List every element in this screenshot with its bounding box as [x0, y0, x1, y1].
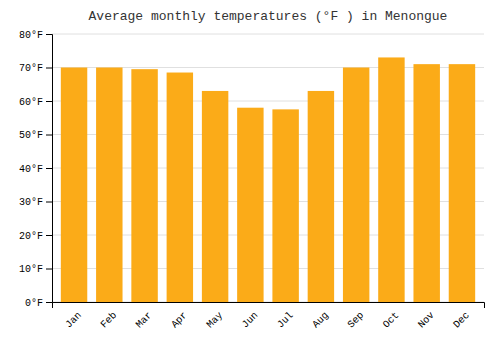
- bar: [131, 69, 157, 302]
- y-tick-label: 20°F: [19, 231, 43, 242]
- bar: [378, 57, 404, 302]
- y-tick-label: 30°F: [19, 197, 43, 208]
- x-tick-label: Nov: [416, 310, 437, 331]
- plot-area: 0°F 10°F 20°F 30°F 40°F 50°F 60°F 70°F 80°F Jan Fe…: [19, 30, 485, 331]
- x-tick: Nov: [416, 310, 437, 331]
- bar: [167, 73, 193, 302]
- grid-line: [52, 34, 484, 35]
- y-tick: 0°F: [25, 298, 52, 309]
- x-tick-label: Dec: [451, 310, 472, 331]
- x-tick: Jul: [275, 310, 296, 331]
- x-tick-label: Sep: [346, 310, 367, 331]
- x-tick: Oct: [381, 310, 402, 331]
- y-tick: 60°F: [19, 97, 52, 108]
- y-tick: 10°F: [19, 264, 52, 275]
- y-tick: 80°F: [19, 30, 52, 41]
- x-tick: Sep: [346, 310, 367, 331]
- y-tick-label: 60°F: [19, 97, 43, 108]
- chart-container: 0°F 10°F 20°F 30°F 40°F 50°F 60°F 70°F 80°F Jan Fe…: [0, 0, 500, 350]
- y-tick-mark: [46, 101, 52, 102]
- y-tick: 70°F: [19, 63, 52, 74]
- y-tick-mark: [46, 202, 52, 203]
- y-tick-mark: [46, 135, 52, 136]
- x-tick: Apr: [169, 310, 190, 331]
- x-tick-label: Apr: [169, 310, 190, 331]
- bars: [61, 57, 475, 302]
- y-tick: 50°F: [19, 130, 52, 141]
- chart-svg: 0°F 10°F 20°F 30°F 40°F 50°F 60°F 70°F 80°F Jan Fe…: [0, 0, 500, 350]
- y-tick: 30°F: [19, 197, 52, 208]
- x-tick: Jan: [63, 310, 84, 331]
- y-tick-label: 80°F: [19, 30, 43, 41]
- bar: [61, 68, 87, 303]
- chart-title: Average monthly temperatures (°F ) in Me…: [89, 9, 448, 24]
- x-tick: Feb: [99, 310, 120, 331]
- bar: [413, 64, 439, 302]
- bar: [202, 91, 228, 302]
- y-tick-label: 40°F: [19, 164, 43, 175]
- y-tick-label: 50°F: [19, 130, 43, 141]
- grid: [52, 34, 484, 302]
- x-tick-label: Mar: [134, 310, 155, 331]
- y-tick-mark: [46, 168, 52, 169]
- x-tick-label: Oct: [381, 310, 402, 331]
- y-tick-label: 70°F: [19, 63, 43, 74]
- x-tick: Mar: [134, 310, 155, 331]
- bar: [237, 108, 263, 302]
- x-tick: Jun: [240, 310, 261, 331]
- x-tick-label: Jan: [63, 310, 84, 331]
- x-tick-label: May: [204, 310, 225, 331]
- y-tick-mark: [46, 302, 52, 303]
- x-axis-line: [53, 303, 485, 309]
- x-tick-label: Aug: [310, 310, 331, 331]
- x-tick: Dec: [451, 310, 472, 331]
- x-axis: Jan Feb Mar Apr May Jun Jul Aug Sep Oct Nov Dec: [53, 303, 485, 331]
- y-axis: 0°F 10°F 20°F 30°F 40°F 50°F 60°F 70°F 80°F: [19, 30, 53, 309]
- y-tick-label: 10°F: [19, 264, 43, 275]
- bar: [449, 64, 475, 302]
- y-axis-line: [46, 35, 53, 303]
- bar: [308, 91, 334, 302]
- y-tick: 40°F: [19, 164, 52, 175]
- y-tick-mark: [46, 269, 52, 270]
- x-tick: May: [204, 310, 225, 331]
- bar: [343, 68, 369, 303]
- y-tick-mark: [46, 34, 52, 35]
- x-tick-label: Jul: [275, 310, 296, 331]
- y-tick-mark: [46, 68, 52, 69]
- x-tick-label: Jun: [240, 310, 261, 331]
- x-tick: Aug: [310, 310, 331, 331]
- x-tick-label: Feb: [99, 310, 120, 331]
- bar: [96, 68, 122, 303]
- y-tick: 20°F: [19, 231, 52, 242]
- y-tick-mark: [46, 235, 52, 236]
- bar: [272, 109, 298, 302]
- y-tick-label: 0°F: [25, 298, 43, 309]
